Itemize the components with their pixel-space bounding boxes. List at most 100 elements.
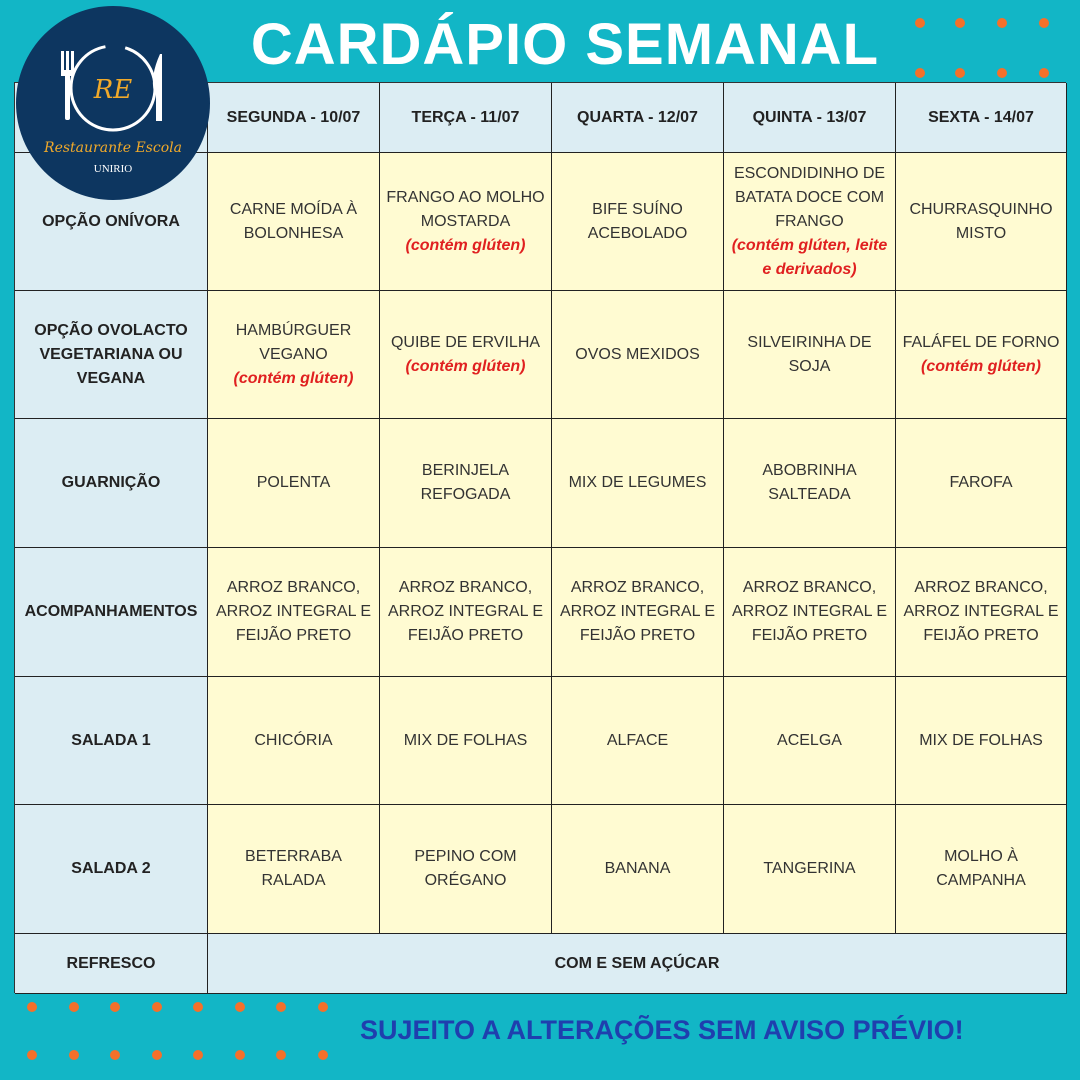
menu-item: ACELGA bbox=[724, 677, 896, 805]
menu-item-text: MOLHO À CAMPANHA bbox=[936, 848, 1026, 889]
menu-item-text: POLENTA bbox=[256, 474, 331, 491]
menu-item-text: ARROZ BRANCO, ARROZ INTEGRAL E FEIJÃO PR… bbox=[216, 579, 371, 644]
menu-item-text: CHICÓRIA bbox=[254, 731, 333, 749]
allergen-note: (contém glúten) bbox=[233, 369, 354, 387]
refresco-value-text: COM E SEM AÇÚCAR bbox=[554, 954, 720, 972]
decorative-dot bbox=[27, 1050, 37, 1060]
menu-item: MOLHO À CAMPANHA bbox=[896, 805, 1067, 934]
menu-item-text: FALÁFEL DE FORNO bbox=[902, 333, 1060, 351]
logo-name: Restaurante Escola bbox=[43, 140, 182, 156]
menu-item: ARROZ BRANCO, ARROZ INTEGRAL E FEIJÃO PR… bbox=[552, 548, 724, 677]
menu-table: SEGUNDA - 10/07 TERÇA - 11/07 QUARTA - 12/… bbox=[14, 82, 1067, 994]
decorative-dot bbox=[915, 68, 925, 78]
day-header-text: QUINTA - 13/07 bbox=[752, 108, 867, 126]
menu-item: ARROZ BRANCO, ARROZ INTEGRAL E FEIJÃO PR… bbox=[208, 548, 380, 677]
day-header-text: SEXTA - 14/07 bbox=[928, 108, 1034, 126]
decorative-dot bbox=[276, 1002, 286, 1012]
day-header: QUINTA - 13/07 bbox=[724, 83, 896, 153]
decorative-dot bbox=[110, 1002, 120, 1012]
row-label-text: REFRESCO bbox=[66, 954, 156, 972]
row-label-text: SALADA 2 bbox=[71, 860, 151, 877]
menu-item-text: CHURRASQUINHO MISTO bbox=[909, 200, 1053, 242]
decorative-dot bbox=[193, 1002, 203, 1012]
menu-item: MIX DE FOLHAS bbox=[380, 677, 552, 805]
day-header: SEXTA - 14/07 bbox=[896, 83, 1067, 153]
menu-item-text: ESCONDIDINHO DE BATATA DOCE COM FRANGO bbox=[733, 164, 886, 230]
menu-item-text: BIFE SUÍNO ACEBOLADO bbox=[587, 200, 688, 242]
row-label: GUARNIÇÃO bbox=[15, 419, 208, 548]
decorative-dot bbox=[1039, 68, 1049, 78]
decorative-dot bbox=[234, 1050, 245, 1060]
row-label: SALADA 2 bbox=[15, 805, 208, 934]
allergen-note: (contém glúten) bbox=[405, 236, 526, 254]
decorative-dot bbox=[915, 18, 925, 28]
logo-initials: RE bbox=[93, 75, 133, 105]
decorative-dot bbox=[317, 1050, 328, 1060]
menu-item: ALFACE bbox=[552, 677, 724, 805]
page-title: CARDÁPIO SEMANAL bbox=[250, 12, 880, 77]
menu-item-text: ABOBRINHA SALTEADA bbox=[762, 462, 857, 503]
decorative-dot bbox=[68, 1050, 79, 1060]
menu-item: PEPINO COM ORÉGANO bbox=[380, 805, 552, 934]
menu-item-text: FRANGO AO MOLHO MOSTARDA bbox=[386, 188, 545, 230]
row-label-text: OPÇÃO OVOLACTO VEGETARIANA OU VEGANA bbox=[34, 321, 188, 387]
day-header: QUARTA - 12/07 bbox=[552, 83, 724, 153]
allergen-note: (contém glúten) bbox=[405, 357, 526, 375]
decorative-dot bbox=[193, 1050, 203, 1060]
menu-item: ESCONDIDINHO DE BATATA DOCE COM FRANGO (c… bbox=[724, 153, 896, 291]
menu-item: POLENTA bbox=[208, 419, 380, 548]
menu-item: SILVEIRINHA DE SOJA bbox=[724, 291, 896, 419]
menu-item-text: MIX DE FOLHAS bbox=[919, 731, 1043, 749]
decorative-dot bbox=[151, 1050, 162, 1060]
restaurant-logo: RE Restaurante Escola UNIRIO bbox=[16, 6, 210, 200]
menu-item: BIFE SUÍNO ACEBOLADO bbox=[552, 153, 724, 291]
menu-item: FALÁFEL DE FORNO (contém glúten) bbox=[896, 291, 1067, 419]
row-label: REFRESCO bbox=[15, 934, 208, 994]
decorative-dot bbox=[27, 1002, 37, 1012]
allergen-note: (contém glúten) bbox=[921, 357, 1041, 375]
menu-item-text: PEPINO COM ORÉGANO bbox=[414, 848, 517, 889]
menu-item-text: ARROZ BRANCO, ARROZ INTEGRAL E FEIJÃO PR… bbox=[903, 579, 1059, 644]
menu-item: ARROZ BRANCO, ARROZ INTEGRAL E FEIJÃO PR… bbox=[380, 548, 552, 677]
decorative-dot bbox=[317, 1002, 328, 1012]
menu-item-text: ACELGA bbox=[777, 731, 842, 749]
menu-item: BANANA bbox=[552, 805, 724, 934]
menu-item-text: BERINJELA REFOGADA bbox=[420, 462, 511, 503]
menu-item-text: HAMBÚRGUER VEGANO bbox=[235, 321, 352, 363]
menu-item-text: OVOS MEXIDOS bbox=[575, 345, 700, 363]
menu-item: ABOBRINHA SALTEADA bbox=[724, 419, 896, 548]
decorative-dot bbox=[997, 18, 1007, 28]
menu-item: CHURRASQUINHO MISTO bbox=[896, 153, 1067, 291]
menu-item: BETERRABA RALADA bbox=[208, 805, 380, 934]
decorative-dot bbox=[234, 1002, 245, 1012]
menu-item: ARROZ BRANCO, ARROZ INTEGRAL E FEIJÃO PR… bbox=[896, 548, 1067, 677]
day-header: SEGUNDA - 10/07 bbox=[208, 83, 380, 153]
decorative-dot bbox=[955, 68, 965, 78]
menu-item: CARNE MOÍDA À BOLONHESA bbox=[208, 153, 380, 291]
decorative-dot bbox=[151, 1002, 162, 1012]
day-header: TERÇA - 11/07 bbox=[380, 83, 552, 153]
plate-cutlery-icon: RE Restaurante Escola UNIRIO bbox=[43, 44, 182, 175]
decorative-dot bbox=[997, 68, 1007, 78]
menu-item: TANGERINA bbox=[724, 805, 896, 934]
menu-item-text: BANANA bbox=[604, 860, 671, 877]
menu-item-text: MIX DE LEGUMES bbox=[568, 474, 707, 491]
row-label: SALADA 1 bbox=[15, 677, 208, 805]
menu-item: ARROZ BRANCO, ARROZ INTEGRAL E FEIJÃO PR… bbox=[724, 548, 896, 677]
row-label-text: ACOMPANHAMENTOS bbox=[24, 603, 198, 620]
menu-item: FAROFA bbox=[896, 419, 1067, 548]
menu-item-text: TANGERINA bbox=[763, 860, 856, 877]
refresco-value: COM E SEM AÇÚCAR bbox=[208, 934, 1067, 994]
menu-item: HAMBÚRGUER VEGANO (contém glúten) bbox=[208, 291, 380, 419]
menu-item-text: ARROZ BRANCO, ARROZ INTEGRAL E FEIJÃO PR… bbox=[560, 579, 715, 644]
menu-item-text: QUIBE DE ERVILHA bbox=[390, 333, 541, 351]
menu-item: BERINJELA REFOGADA bbox=[380, 419, 552, 548]
menu-item: OVOS MEXIDOS bbox=[552, 291, 724, 419]
disclaimer-text: SUJEITO A ALTERAÇÕES SEM AVISO PRÉVIO! bbox=[360, 1015, 964, 1045]
allergen-note: (contém glúten, leite e derivados) bbox=[731, 236, 888, 278]
day-header-text: QUARTA - 12/07 bbox=[577, 108, 698, 126]
menu-item: MIX DE FOLHAS bbox=[896, 677, 1067, 805]
menu-item: MIX DE LEGUMES bbox=[552, 419, 724, 548]
menu-item-text: SILVEIRINHA DE SOJA bbox=[747, 333, 872, 375]
menu-item-text: FAROFA bbox=[949, 474, 1013, 491]
